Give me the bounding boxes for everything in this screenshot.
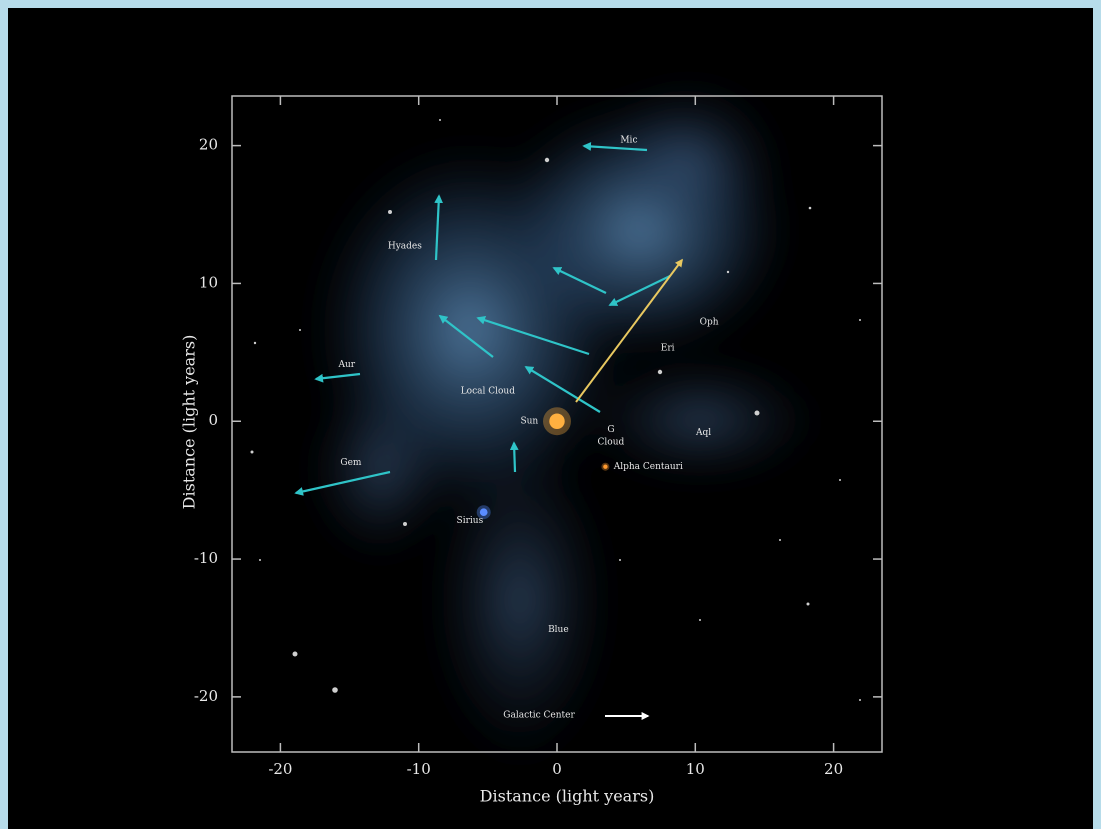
x-tick-label: 0 xyxy=(552,760,562,778)
annotation: Cloud xyxy=(598,437,625,447)
stars xyxy=(250,119,861,701)
annotation: Aur xyxy=(337,360,355,370)
annotation: Gem xyxy=(340,458,362,468)
star xyxy=(549,413,565,429)
y-axis-title: Distance (light years) xyxy=(180,335,199,510)
annotation: Local Cloud xyxy=(461,386,516,396)
y-tick-label: 10 xyxy=(199,273,218,291)
annotation: G xyxy=(607,425,614,435)
star xyxy=(603,464,608,469)
annotation: Aql xyxy=(695,428,711,438)
x-tick-label: 10 xyxy=(686,760,705,778)
annotation: Hyades xyxy=(388,242,422,252)
annotation: Mic xyxy=(620,136,637,146)
star xyxy=(479,508,488,517)
annotation: Galactic Center xyxy=(503,710,575,720)
y-tick-label: -10 xyxy=(194,549,218,567)
y-tick-label: 0 xyxy=(208,411,218,429)
annotation: Sirius xyxy=(457,516,484,526)
x-tick-label: 20 xyxy=(824,760,843,778)
y-tick-label: -20 xyxy=(194,687,218,705)
nebula xyxy=(310,80,820,770)
y-tick-label: 20 xyxy=(199,136,218,154)
x-axis-title: Distance (light years) xyxy=(480,787,655,806)
annotation: Sun xyxy=(520,417,538,427)
annotation: Alpha Centauri xyxy=(613,462,683,472)
x-tick-label: -10 xyxy=(407,760,431,778)
annotation: Oph xyxy=(700,318,719,328)
x-tick-label: -20 xyxy=(268,760,292,778)
motion-arrows xyxy=(294,142,683,720)
annotation: Blue xyxy=(548,625,569,635)
annotation: Eri xyxy=(661,344,675,354)
